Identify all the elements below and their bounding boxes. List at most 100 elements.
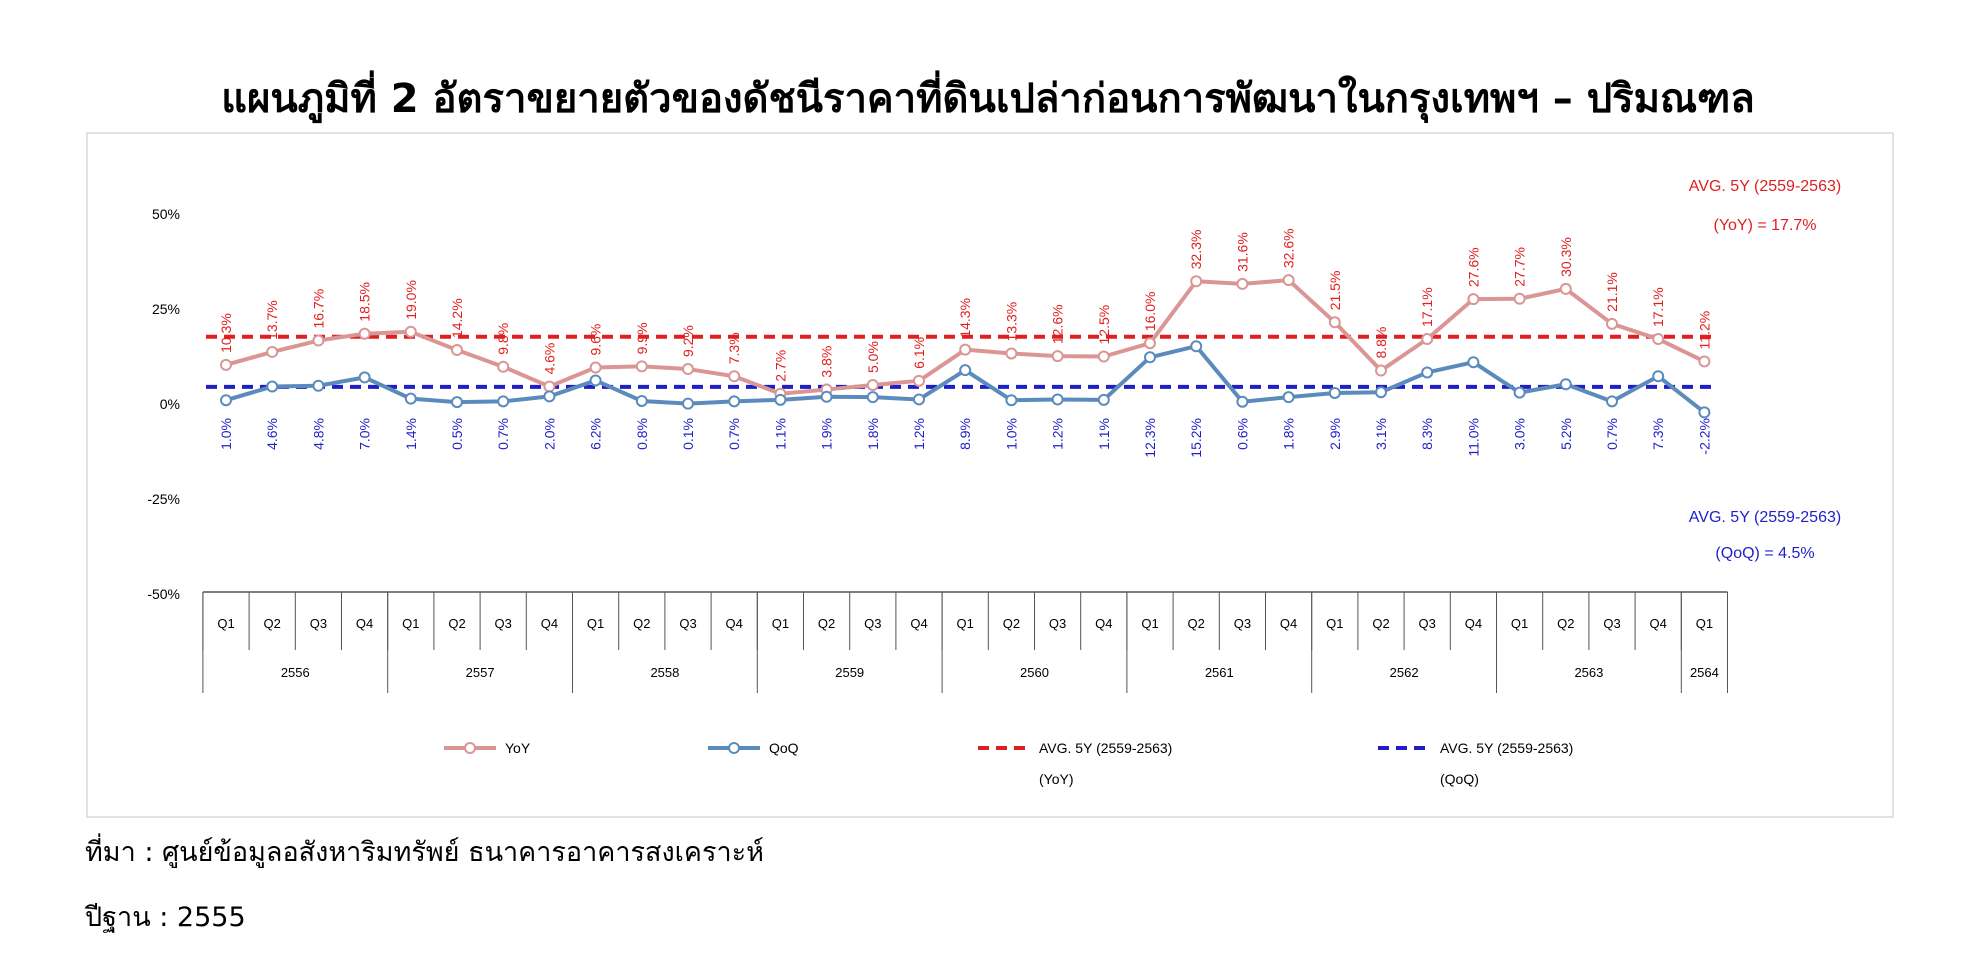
data-point (312, 334, 325, 347)
legend-label-qoq: QoQ (769, 740, 799, 756)
average-annotation-line1: AVG. 5Y (2559-2563) (1689, 178, 1841, 195)
quarter-label: Q3 (864, 616, 881, 631)
data-point (1190, 340, 1203, 353)
qoq-data-label: 0.5% (449, 418, 465, 450)
quarter-label: Q3 (1049, 616, 1066, 631)
legend-marker (728, 742, 740, 754)
qoq-data-label: 0.7% (495, 418, 511, 450)
y-tick-label: 25% (152, 301, 180, 317)
yoy-data-label: 32.6% (1281, 228, 1297, 268)
legend-label-avg-yoy-sub: (YoY) (1039, 771, 1074, 787)
data-point (728, 370, 741, 383)
legend: YoY QoQ AVG. 5Y (2559-2563) (YoY) AVG. 5Y (2… (444, 740, 1573, 787)
yoy-data-label: 9.8% (495, 323, 511, 355)
yoy-data-label: 10.3% (218, 313, 234, 353)
yoy-data-label: 14.3% (957, 298, 973, 338)
qoq-data-label: 4.6% (264, 418, 280, 450)
data-point (497, 395, 510, 408)
data-point (358, 327, 371, 340)
data-point (1559, 282, 1572, 295)
quarter-label: Q1 (772, 616, 789, 631)
yoy-data-label: 18.5% (357, 282, 373, 322)
y-tick-label: 50% (152, 206, 180, 222)
qoq-data-label: 8.9% (957, 418, 973, 450)
qoq-data-label: 0.7% (726, 418, 742, 450)
yoy-data-label: 19.0% (403, 280, 419, 320)
quarter-label: Q4 (1280, 616, 1297, 631)
data-point (1559, 378, 1572, 391)
yoy-data-label: 7.3% (726, 332, 742, 364)
quarter-label: Q2 (633, 616, 650, 631)
quarter-label: Q2 (264, 616, 281, 631)
quarter-label: Q3 (495, 616, 512, 631)
qoq-data-label: 7.3% (1650, 418, 1666, 450)
data-point (1190, 275, 1203, 288)
yoy-data-label: 2.7% (772, 350, 788, 382)
quarter-label: Q4 (541, 616, 558, 631)
quarter-label: Q4 (910, 616, 927, 631)
source-note: ที่มา : ศูนย์ข้อมูลอสังหาริมทรัพย์ ธนาคา… (85, 837, 764, 868)
yoy-data-label: 9.6% (588, 324, 604, 356)
chart-title: แผนภูมิที่ 2 อัตราขยายตัวของดัชนีราคาที่… (221, 76, 1755, 122)
data-point (774, 393, 787, 406)
data-point (1282, 274, 1295, 287)
data-point (913, 374, 925, 387)
quarter-label: Q3 (310, 616, 327, 631)
data-point (1375, 386, 1387, 399)
y-tick-label: 0% (160, 396, 180, 412)
yoy-data-label: 5.0% (865, 341, 881, 373)
yoy-data-label: 13.7% (264, 300, 280, 340)
yoy-data-label: 8.8% (1373, 327, 1389, 359)
data-labels: 10.3% 13.7% 16.7% 18.5% 19.0% 14.2% 9.8% 4.6% 9.… (218, 228, 1712, 457)
data-point (1005, 394, 1018, 407)
quarter-label: Q2 (818, 616, 835, 631)
data-point (1282, 391, 1295, 404)
year-label: 2556 (281, 665, 310, 680)
yoy-data-label: 32.3% (1188, 230, 1204, 270)
average-lines (206, 334, 1718, 389)
yoy-data-label: 6.1% (911, 337, 927, 369)
qoq-data-label: 0.7% (1604, 418, 1620, 450)
legend-marker (464, 742, 476, 754)
data-point (1051, 350, 1064, 363)
quarter-label: Q2 (448, 616, 465, 631)
qoq-data-label: 1.2% (1050, 418, 1066, 450)
data-point (866, 391, 879, 404)
data-point (682, 363, 694, 376)
qoq-data-label: 1.0% (218, 418, 234, 450)
data-point (1005, 347, 1018, 360)
data-point (312, 379, 325, 392)
y-tick-label: -25% (147, 491, 180, 507)
data-point (543, 380, 556, 393)
qoq-data-label: 1.1% (1096, 418, 1112, 450)
data-point (1513, 386, 1526, 399)
data-point (1421, 366, 1434, 379)
yoy-data-label: 9.9% (634, 322, 650, 354)
yoy-data-label: 4.6% (541, 343, 557, 375)
data-point (1698, 406, 1711, 419)
yoy-data-label: 3.8% (819, 346, 835, 378)
yoy-data-label: 14.2% (449, 298, 465, 338)
qoq-data-label: 2.9% (1327, 418, 1343, 450)
year-label: 2563 (1574, 665, 1603, 680)
yoy-data-label: 11.2% (1696, 311, 1712, 350)
yoy-data-label: 9.2% (680, 325, 696, 357)
data-point (1513, 292, 1526, 305)
yoy-data-label: 21.1% (1604, 272, 1620, 312)
yoy-data-label: 21.5% (1327, 271, 1343, 311)
year-label: 2560 (1020, 665, 1049, 680)
y-axis: 50% 25% 0% -25% -50% (147, 206, 180, 602)
data-point (913, 393, 925, 406)
data-point (1236, 277, 1249, 290)
qoq-data-label: 1.4% (403, 418, 419, 450)
quarter-label: Q4 (356, 616, 373, 631)
data-point (1097, 393, 1110, 406)
qoq-data-label: 12.3% (1142, 418, 1158, 458)
quarter-label: Q3 (1234, 616, 1251, 631)
quarter-label: Q1 (1696, 616, 1713, 631)
qoq-data-label: 8.3% (1419, 418, 1435, 450)
qoq-data-label: 6.2% (588, 418, 604, 450)
yoy-data-label: 13.3% (1003, 302, 1019, 342)
quarter-label: Q2 (1372, 616, 1389, 631)
qoq-data-label: 5.2% (1558, 418, 1574, 450)
